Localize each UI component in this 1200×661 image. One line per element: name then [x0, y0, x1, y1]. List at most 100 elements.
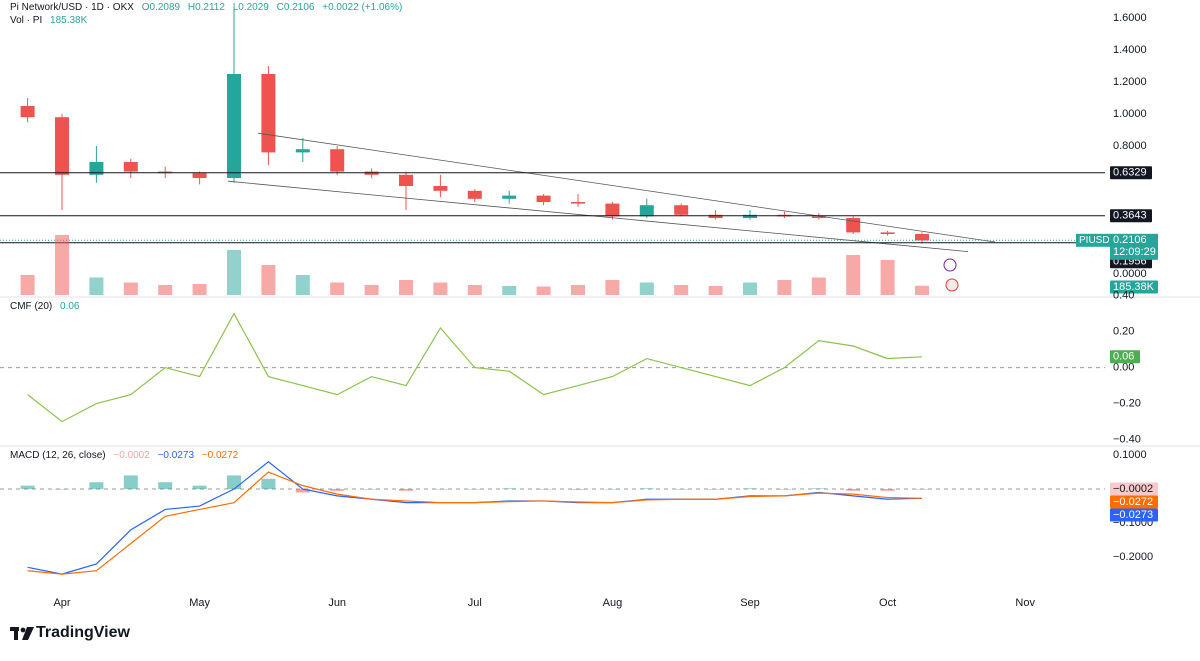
- y-tick-label: 1.6000: [1113, 12, 1147, 24]
- candle-body: [261, 74, 276, 153]
- macd-legend: MACD (12, 26, close) −0.0002 −0.0273 −0.…: [10, 450, 243, 461]
- histogram-bar: [639, 488, 654, 490]
- signal-label: −0.0272: [1113, 496, 1153, 508]
- cmf-label-box: [1110, 350, 1140, 364]
- high-text: H0.2112: [187, 2, 225, 13]
- histogram-bar: [261, 478, 276, 490]
- volume-bar: [55, 235, 69, 295]
- open-text: O0.2089: [141, 2, 181, 13]
- volume-bar: [123, 282, 138, 295]
- candle-body: [433, 186, 448, 191]
- trendline: [227, 180, 969, 252]
- histogram-bar: [55, 489, 69, 490]
- y-tick-label: 0.1000: [1113, 449, 1147, 461]
- icon: [943, 258, 957, 272]
- candle-body: [55, 117, 69, 175]
- trendline: [257, 132, 996, 243]
- x-tick-label: Oct: [879, 597, 896, 609]
- histogram-bar: [502, 488, 517, 490]
- level-label-box: [1110, 209, 1152, 223]
- volume-bar: [227, 250, 241, 295]
- histogram-bar: [295, 489, 310, 493]
- histogram-bar: [89, 482, 104, 490]
- macd-title: MACD (12, 26, close): [10, 450, 106, 461]
- candle-body: [467, 190, 482, 199]
- y-tick-label: −0.40: [1113, 434, 1141, 446]
- volume-label: 185.38K: [1113, 281, 1155, 293]
- volume-bar: [777, 280, 792, 295]
- histogram-bar: [330, 489, 345, 491]
- histogram-bar: [777, 489, 792, 490]
- price-box: [1110, 233, 1158, 260]
- macd-label: −0.0273: [1113, 509, 1153, 521]
- volume-bar: [536, 286, 551, 295]
- y-tick-label: 0.8000: [1113, 140, 1147, 152]
- volume-bar: [502, 286, 517, 295]
- candle-body: [708, 214, 723, 218]
- volume-bar: [915, 285, 929, 295]
- icon: [945, 278, 959, 292]
- candle-body: [502, 195, 517, 199]
- volume-bar: [192, 284, 207, 295]
- signal-line: [27, 471, 923, 575]
- low-text: L0.2029: [232, 2, 269, 13]
- x-tick-label: May: [189, 597, 210, 609]
- cmf-value: 0.06: [60, 301, 80, 312]
- volume-bar: [330, 282, 345, 295]
- candle-body: [915, 234, 929, 241]
- volume-bar: [674, 285, 689, 295]
- volume-bar: [708, 286, 723, 295]
- histogram-bar: [158, 482, 173, 490]
- volume-bar: [571, 285, 585, 295]
- candle-body: [330, 149, 345, 172]
- volume-bar: [261, 265, 276, 295]
- y-tick-label: −0.20: [1113, 398, 1141, 410]
- signal-value: −0.0272: [201, 450, 239, 461]
- signal-label-box: [1110, 495, 1158, 509]
- symbol-title: Pi Network/USD · 1D · OKX: [10, 2, 134, 13]
- macd-label-box: [1110, 508, 1158, 522]
- candle-body: [192, 173, 207, 178]
- price-legend: Pi Network/USD · 1D · OKX O0.2089 H0.211…: [10, 2, 407, 13]
- histogram-bar: [192, 485, 207, 490]
- y-tick-label: 0.40: [1113, 290, 1134, 302]
- volume-title: Vol · PI: [10, 15, 43, 26]
- candle-body: [536, 195, 551, 202]
- volume-bar: [846, 255, 861, 295]
- candle-body: [605, 203, 620, 217]
- histogram-bar: [743, 488, 757, 490]
- histogram-label: −0.0002: [1113, 483, 1153, 495]
- volume-bar: [89, 277, 104, 295]
- level-label: 0.6329: [1113, 167, 1147, 179]
- histogram-bar: [433, 489, 448, 490]
- histogram-bar: [536, 489, 551, 490]
- volume-label-box: [1110, 280, 1158, 294]
- histogram-bar: [605, 489, 620, 490]
- x-tick-label: Sep: [740, 597, 760, 609]
- y-tick-label: 1.4000: [1113, 44, 1147, 56]
- candle-body: [20, 106, 35, 118]
- histogram-bar: [467, 489, 482, 490]
- histogram-bar: [674, 489, 689, 490]
- volume-value: 185.38K: [50, 15, 88, 26]
- cmf-legend: CMF (20) 0.06: [10, 301, 84, 312]
- level-label: 0.3643: [1113, 210, 1147, 222]
- cmf-title: CMF (20): [10, 301, 53, 312]
- candle-body: [399, 174, 413, 186]
- histogram-bar: [571, 489, 585, 490]
- symbol-box: [1076, 233, 1110, 247]
- candle-body: [295, 149, 310, 153]
- candle-body: [89, 162, 104, 175]
- change-text: +0.0022 (+1.06%): [322, 2, 403, 13]
- candle-body: [123, 162, 138, 172]
- candle-body: [880, 232, 895, 234]
- volume-bar: [811, 277, 826, 295]
- histogram-value: −0.0002: [113, 450, 150, 461]
- y-tick-label: 0.20: [1113, 326, 1134, 338]
- histogram-bar: [123, 475, 138, 490]
- histogram-bar: [20, 485, 35, 490]
- y-tick-label: 1.2000: [1113, 76, 1147, 88]
- symbol-label: PIUSD: [1079, 235, 1110, 246]
